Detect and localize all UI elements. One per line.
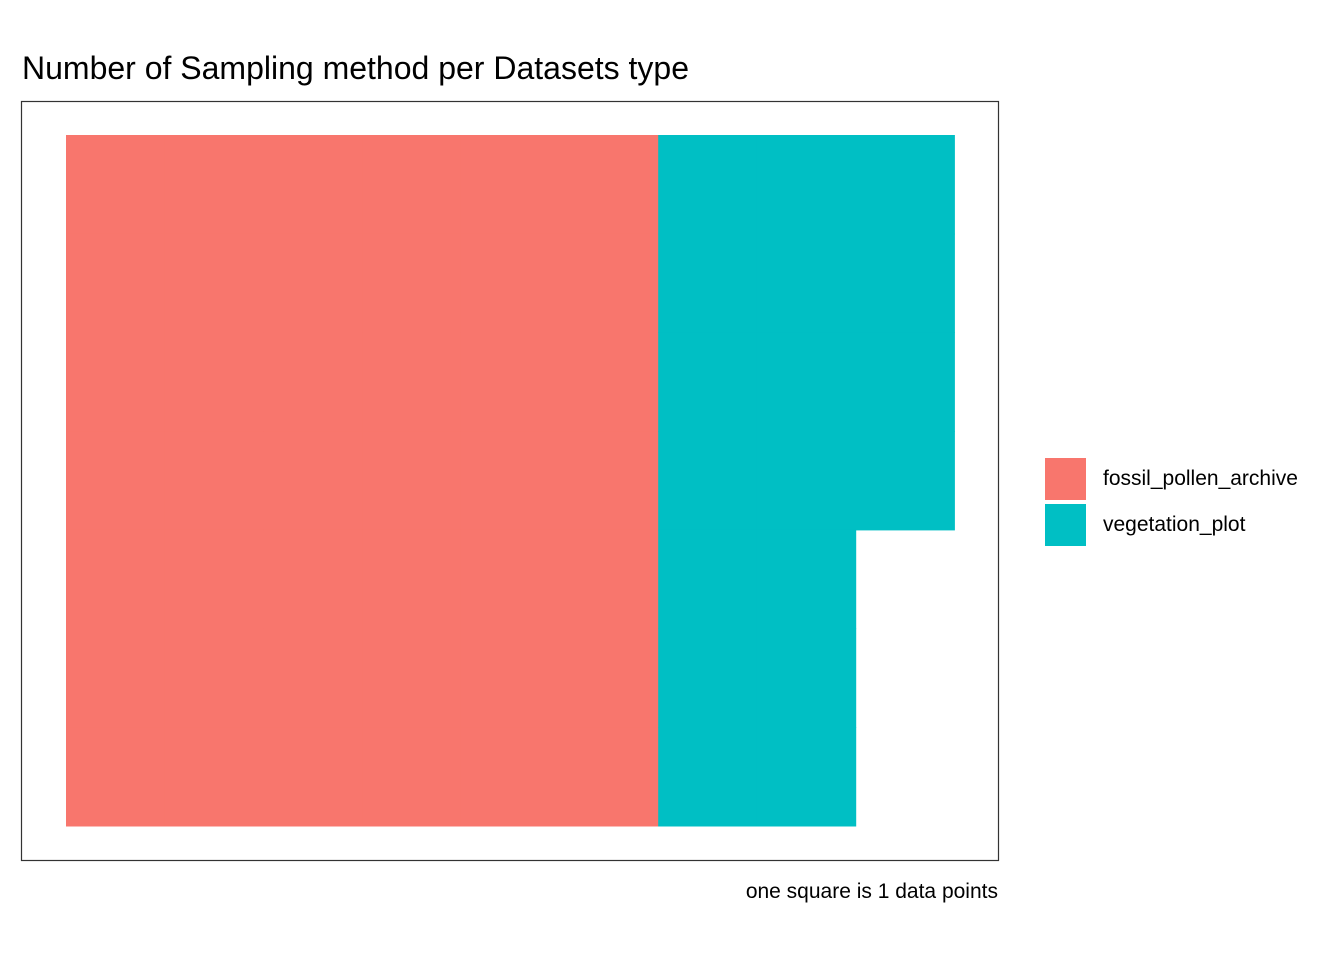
waffle-square-vegetation-plot	[756, 628, 857, 728]
waffle-square-fossil-pollen-archive	[164, 727, 264, 827]
waffle-square-fossil-pollen-archive	[362, 727, 462, 827]
waffle-square-vegetation-plot	[658, 135, 758, 235]
waffle-square-fossil-pollen-archive	[263, 332, 363, 432]
waffle-square-vegetation-plot	[855, 431, 955, 531]
waffle-square-fossil-pollen-archive	[460, 135, 561, 235]
waffle-square-fossil-pollen-archive	[66, 332, 166, 432]
waffle-square-fossil-pollen-archive	[66, 431, 166, 531]
chart-title: Number of Sampling method per Datasets t…	[22, 50, 689, 86]
waffle-square-fossil-pollen-archive	[559, 233, 659, 333]
waffle-square-fossil-pollen-archive	[460, 332, 561, 432]
legend-item-vegetation-plot: vegetation_plot	[1045, 504, 1298, 546]
waffle-square-vegetation-plot	[658, 233, 758, 333]
legend-swatch	[1045, 504, 1086, 546]
waffle-square-fossil-pollen-archive	[66, 628, 166, 728]
waffle-square-fossil-pollen-archive	[66, 233, 166, 333]
waffle-square-fossil-pollen-archive	[263, 431, 363, 531]
waffle-square-fossil-pollen-archive	[460, 529, 561, 630]
waffle-square-vegetation-plot	[658, 529, 758, 630]
waffle-square-vegetation-plot	[658, 727, 758, 827]
legend-label: fossil_pollen_archive	[1103, 467, 1298, 490]
waffle-square-fossil-pollen-archive	[164, 529, 264, 630]
legend-label: vegetation_plot	[1103, 513, 1246, 536]
waffle-square-vegetation-plot	[756, 727, 857, 827]
waffle-square-fossil-pollen-archive	[362, 529, 462, 630]
waffle-square-fossil-pollen-archive	[362, 431, 462, 531]
waffle-square-vegetation-plot	[756, 233, 857, 333]
waffle-square-vegetation-plot	[756, 529, 857, 630]
waffle-square-fossil-pollen-archive	[460, 431, 561, 531]
waffle-square-fossil-pollen-archive	[263, 233, 363, 333]
chart-caption: one square is 1 data points	[745, 880, 998, 903]
waffle-square-fossil-pollen-archive	[164, 431, 264, 531]
waffle-square-vegetation-plot	[855, 233, 955, 333]
waffle-square-fossil-pollen-archive	[362, 233, 462, 333]
waffle-square-fossil-pollen-archive	[559, 332, 659, 432]
waffle-square-fossil-pollen-archive	[164, 332, 264, 432]
legend-swatch	[1045, 458, 1086, 500]
legend: fossil_pollen_archive vegetation_plot	[1045, 458, 1298, 550]
waffle-square-fossil-pollen-archive	[164, 233, 264, 333]
waffle-square-fossil-pollen-archive	[263, 727, 363, 827]
waffle-square-fossil-pollen-archive	[460, 727, 561, 827]
waffle-square-fossil-pollen-archive	[362, 332, 462, 432]
waffle-square-vegetation-plot	[658, 332, 758, 432]
waffle-square-fossil-pollen-archive	[362, 628, 462, 728]
waffle-square-vegetation-plot	[658, 431, 758, 531]
waffle-square-fossil-pollen-archive	[66, 529, 166, 630]
waffle-square-fossil-pollen-archive	[66, 727, 166, 827]
waffle-square-fossil-pollen-archive	[263, 628, 363, 728]
waffle-square-vegetation-plot	[756, 135, 857, 235]
waffle-square-vegetation-plot	[855, 135, 955, 235]
waffle-square-vegetation-plot	[756, 332, 857, 432]
waffle-square-fossil-pollen-archive	[559, 431, 659, 531]
waffle-square-fossil-pollen-archive	[559, 529, 659, 630]
waffle-square-fossil-pollen-archive	[559, 628, 659, 728]
plot-panel-border	[20, 100, 1000, 862]
waffle-square-vegetation-plot	[756, 431, 857, 531]
waffle-square-fossil-pollen-archive	[559, 135, 659, 235]
waffle-square-fossil-pollen-archive	[362, 135, 462, 235]
waffle-square-fossil-pollen-archive	[164, 628, 264, 728]
waffle-square-fossil-pollen-archive	[460, 233, 561, 333]
legend-item-fossil-pollen-archive: fossil_pollen_archive	[1045, 458, 1298, 500]
waffle-square-fossil-pollen-archive	[559, 727, 659, 827]
waffle-square-fossil-pollen-archive	[263, 135, 363, 235]
waffle-square-fossil-pollen-archive	[263, 529, 363, 630]
waffle-square-vegetation-plot	[855, 332, 955, 432]
waffle-square-fossil-pollen-archive	[164, 135, 264, 235]
waffle-cells	[66, 135, 955, 827]
waffle-square-fossil-pollen-archive	[460, 628, 561, 728]
waffle-square-vegetation-plot	[658, 628, 758, 728]
waffle-square-fossil-pollen-archive	[66, 135, 166, 235]
